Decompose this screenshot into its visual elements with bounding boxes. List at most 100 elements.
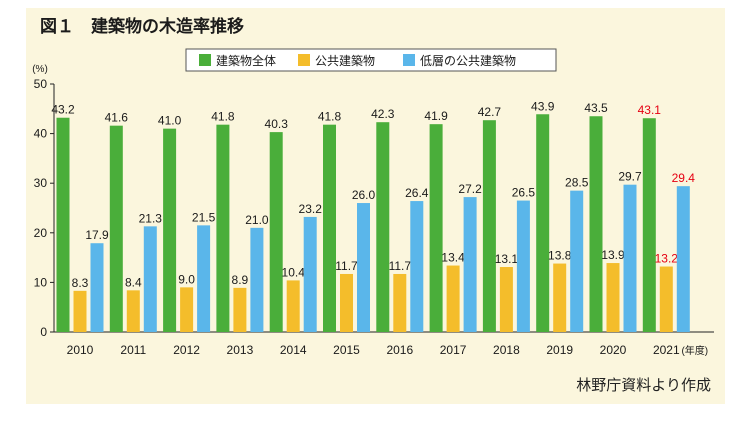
bar <box>659 266 673 332</box>
bar <box>286 280 300 332</box>
bar <box>570 190 584 332</box>
data-label: 28.5 <box>565 176 589 190</box>
bar <box>499 267 513 332</box>
data-label: 42.7 <box>478 105 502 119</box>
data-label: 21.5 <box>192 210 216 224</box>
legend-swatch <box>298 54 310 66</box>
x-tick-label: 2013 <box>227 343 254 357</box>
legend-swatch <box>199 54 211 66</box>
data-label: 26.4 <box>405 186 429 200</box>
data-label: 13.1 <box>495 252 519 266</box>
data-label: 8.9 <box>232 273 249 287</box>
data-label: 41.9 <box>424 109 448 123</box>
bar <box>250 227 264 332</box>
data-label: 41.6 <box>105 111 129 125</box>
data-label: 41.8 <box>211 110 235 124</box>
bar <box>197 225 211 332</box>
data-label: 8.4 <box>125 275 142 289</box>
data-label: 40.3 <box>265 117 289 131</box>
data-label: 26.5 <box>512 186 536 200</box>
x-tick-label: 2021 <box>653 343 680 357</box>
bar <box>676 186 690 332</box>
data-label: 29.4 <box>672 171 696 185</box>
x-tick-label: 2018 <box>493 343 520 357</box>
x-tick-label: 2011 <box>120 343 146 357</box>
x-tick-label: 2019 <box>546 343 573 357</box>
bar <box>393 273 407 332</box>
x-tick-label: 2015 <box>333 343 360 357</box>
legend-label: 建築物全体 <box>216 53 276 68</box>
data-label: 43.5 <box>584 101 608 115</box>
figure-title: 図１ 建築物の木造率推移 <box>40 17 244 37</box>
bar-chart: 0 10 20 30 40 50 (%) 43.2 8.3 17.9 2010 41.6 8.4 21.3… <box>32 48 714 357</box>
data-label: 10.4 <box>282 265 306 279</box>
data-label: 23.2 <box>299 202 323 216</box>
bar <box>216 124 230 332</box>
x-unit-label: (年度) <box>681 344 708 357</box>
x-tick-label: 2010 <box>67 343 94 357</box>
y-unit-label: (%) <box>32 64 48 75</box>
bar <box>323 124 336 332</box>
data-label: 43.1 <box>638 103 662 117</box>
bar <box>126 290 140 332</box>
bar <box>376 122 390 332</box>
data-label: 29.7 <box>618 170 642 184</box>
data-label: 21.3 <box>139 211 163 225</box>
legend-box <box>185 48 557 72</box>
data-label: 43.2 <box>51 103 75 117</box>
bar <box>536 114 550 332</box>
data-label: 8.3 <box>72 276 89 290</box>
x-tick-label: 2016 <box>386 343 413 357</box>
data-label: 11.7 <box>335 259 358 273</box>
legend-swatch <box>403 54 415 66</box>
data-label: 13.2 <box>655 252 679 266</box>
bar <box>163 128 177 332</box>
bar <box>429 124 443 333</box>
bar <box>269 132 283 332</box>
data-label: 17.9 <box>85 228 109 242</box>
bar <box>589 116 603 333</box>
bar <box>357 203 370 332</box>
x-tick-label: 2014 <box>280 343 307 357</box>
bar <box>73 290 87 332</box>
legend-label: 低層の公共建築物 <box>420 53 516 68</box>
y-tick-label: 0 <box>40 325 47 339</box>
bar <box>410 201 424 332</box>
bar <box>90 243 104 332</box>
data-label: 26.0 <box>352 188 376 202</box>
bar <box>143 226 157 332</box>
x-tick-label: 2020 <box>600 343 627 357</box>
bar <box>482 120 496 332</box>
data-label: 13.8 <box>548 249 572 263</box>
bar <box>553 263 567 332</box>
legend-label: 公共建築物 <box>315 53 375 68</box>
x-tick-label: 2017 <box>440 343 467 357</box>
bar <box>446 265 460 332</box>
x-tick-label: 2012 <box>173 343 200 357</box>
y-tick-label: 50 <box>34 77 48 91</box>
bar <box>109 125 123 332</box>
data-label: 41.8 <box>318 110 342 124</box>
data-label: 13.9 <box>601 248 625 262</box>
bar <box>606 263 620 332</box>
y-tick-label: 10 <box>34 275 48 289</box>
bar <box>623 184 637 332</box>
data-label: 42.3 <box>371 107 395 121</box>
data-label: 11.7 <box>389 259 412 273</box>
bar <box>516 200 530 332</box>
bar <box>340 273 353 332</box>
data-label: 43.9 <box>531 99 555 113</box>
bar <box>233 287 247 332</box>
data-label: 21.0 <box>245 213 269 227</box>
y-tick-label: 30 <box>34 176 48 190</box>
data-label: 9.0 <box>178 272 195 286</box>
bar <box>180 287 194 332</box>
data-label: 27.2 <box>458 182 482 196</box>
figure-panel: 図１ 建築物の木造率推移 0 10 20 30 40 50 (%) 43.2 8.3 17.9 20… <box>26 8 725 404</box>
source-note: 林野庁資料より作成 <box>576 376 711 394</box>
data-label: 13.4 <box>441 251 465 265</box>
bar <box>463 197 477 332</box>
bar <box>56 117 70 332</box>
y-tick-label: 20 <box>34 226 48 240</box>
data-label: 41.0 <box>158 114 182 128</box>
